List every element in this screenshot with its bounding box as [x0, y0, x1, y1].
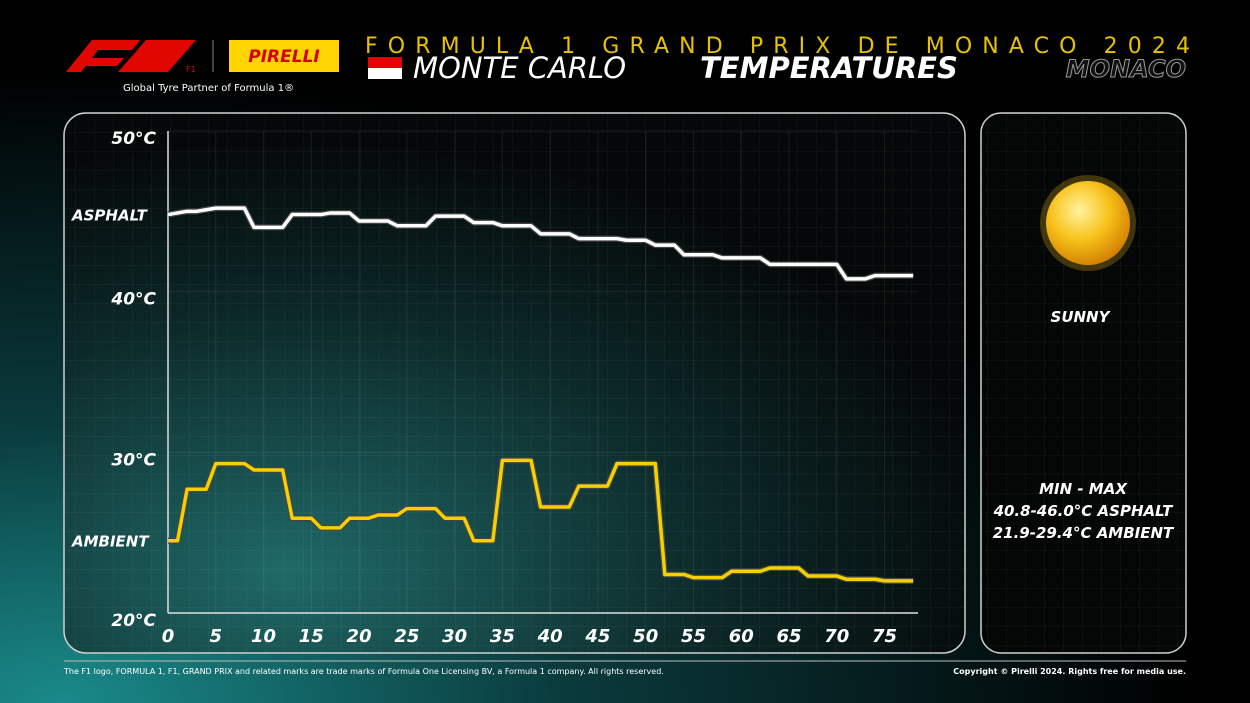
- series-label: AMBIENT: [71, 533, 150, 551]
- brand: F1: [186, 65, 196, 74]
- series-label: ASPHALT: [71, 207, 149, 225]
- country: MONACO: [1066, 55, 1186, 83]
- sun-icon: [1040, 175, 1136, 271]
- asphalt-range: 40.8-46.0°C ASPHALT: [993, 502, 1175, 520]
- x-tick-label: 55: [681, 626, 706, 647]
- topic: TEMPERATURES: [700, 51, 958, 85]
- partner-logo: PIRELLI: [248, 47, 319, 67]
- x-tick-label: 70: [824, 626, 849, 647]
- footer-right: Copyright © Pirelli 2024. Rights free fo…: [953, 667, 1186, 676]
- x-tick-label: 50: [633, 626, 658, 647]
- tagline: Global Tyre Partner of Formula 1®: [123, 83, 294, 94]
- series-line: [168, 458, 914, 583]
- x-tick-label: 65: [776, 626, 801, 647]
- ambient-range: 21.9-29.4°C AMBIENT: [993, 524, 1175, 542]
- minmax-title: MIN - MAX: [1039, 480, 1128, 498]
- y-tick-label: 40°C: [110, 290, 156, 310]
- x-tick-label: 10: [251, 626, 276, 647]
- x-tick-label: 30: [442, 626, 467, 647]
- x-tick-label: 35: [490, 626, 515, 647]
- x-tick-label: 75: [872, 626, 897, 647]
- flag-red: [368, 57, 402, 68]
- x-tick-label: 20: [347, 626, 372, 647]
- y-tick-label: 30°C: [111, 450, 156, 470]
- weather: SUNNY: [1051, 308, 1112, 326]
- y-tick-label: 20°C: [111, 611, 156, 631]
- x-tick-label: 15: [299, 626, 324, 647]
- pirelli-box: [229, 40, 339, 72]
- x-tick-label: 5: [210, 626, 223, 647]
- x-tick-label: 0: [162, 626, 175, 647]
- x-tick-label: 40: [537, 626, 563, 647]
- x-tick-label: 25: [394, 626, 419, 647]
- footer-left: The F1 logo, FORMULA 1, F1, GRAND PRIX a…: [63, 667, 664, 676]
- y-tick-label: 50°C: [111, 129, 156, 149]
- grid-pattern: [64, 113, 965, 653]
- series-line: [167, 206, 914, 281]
- flag-white: [368, 68, 402, 79]
- place: MONTE CARLO: [413, 51, 626, 85]
- x-tick-label: 60: [729, 626, 754, 647]
- x-tick-label: 45: [584, 626, 610, 647]
- f1-logo: [66, 40, 196, 72]
- grid-pattern: [981, 113, 1186, 653]
